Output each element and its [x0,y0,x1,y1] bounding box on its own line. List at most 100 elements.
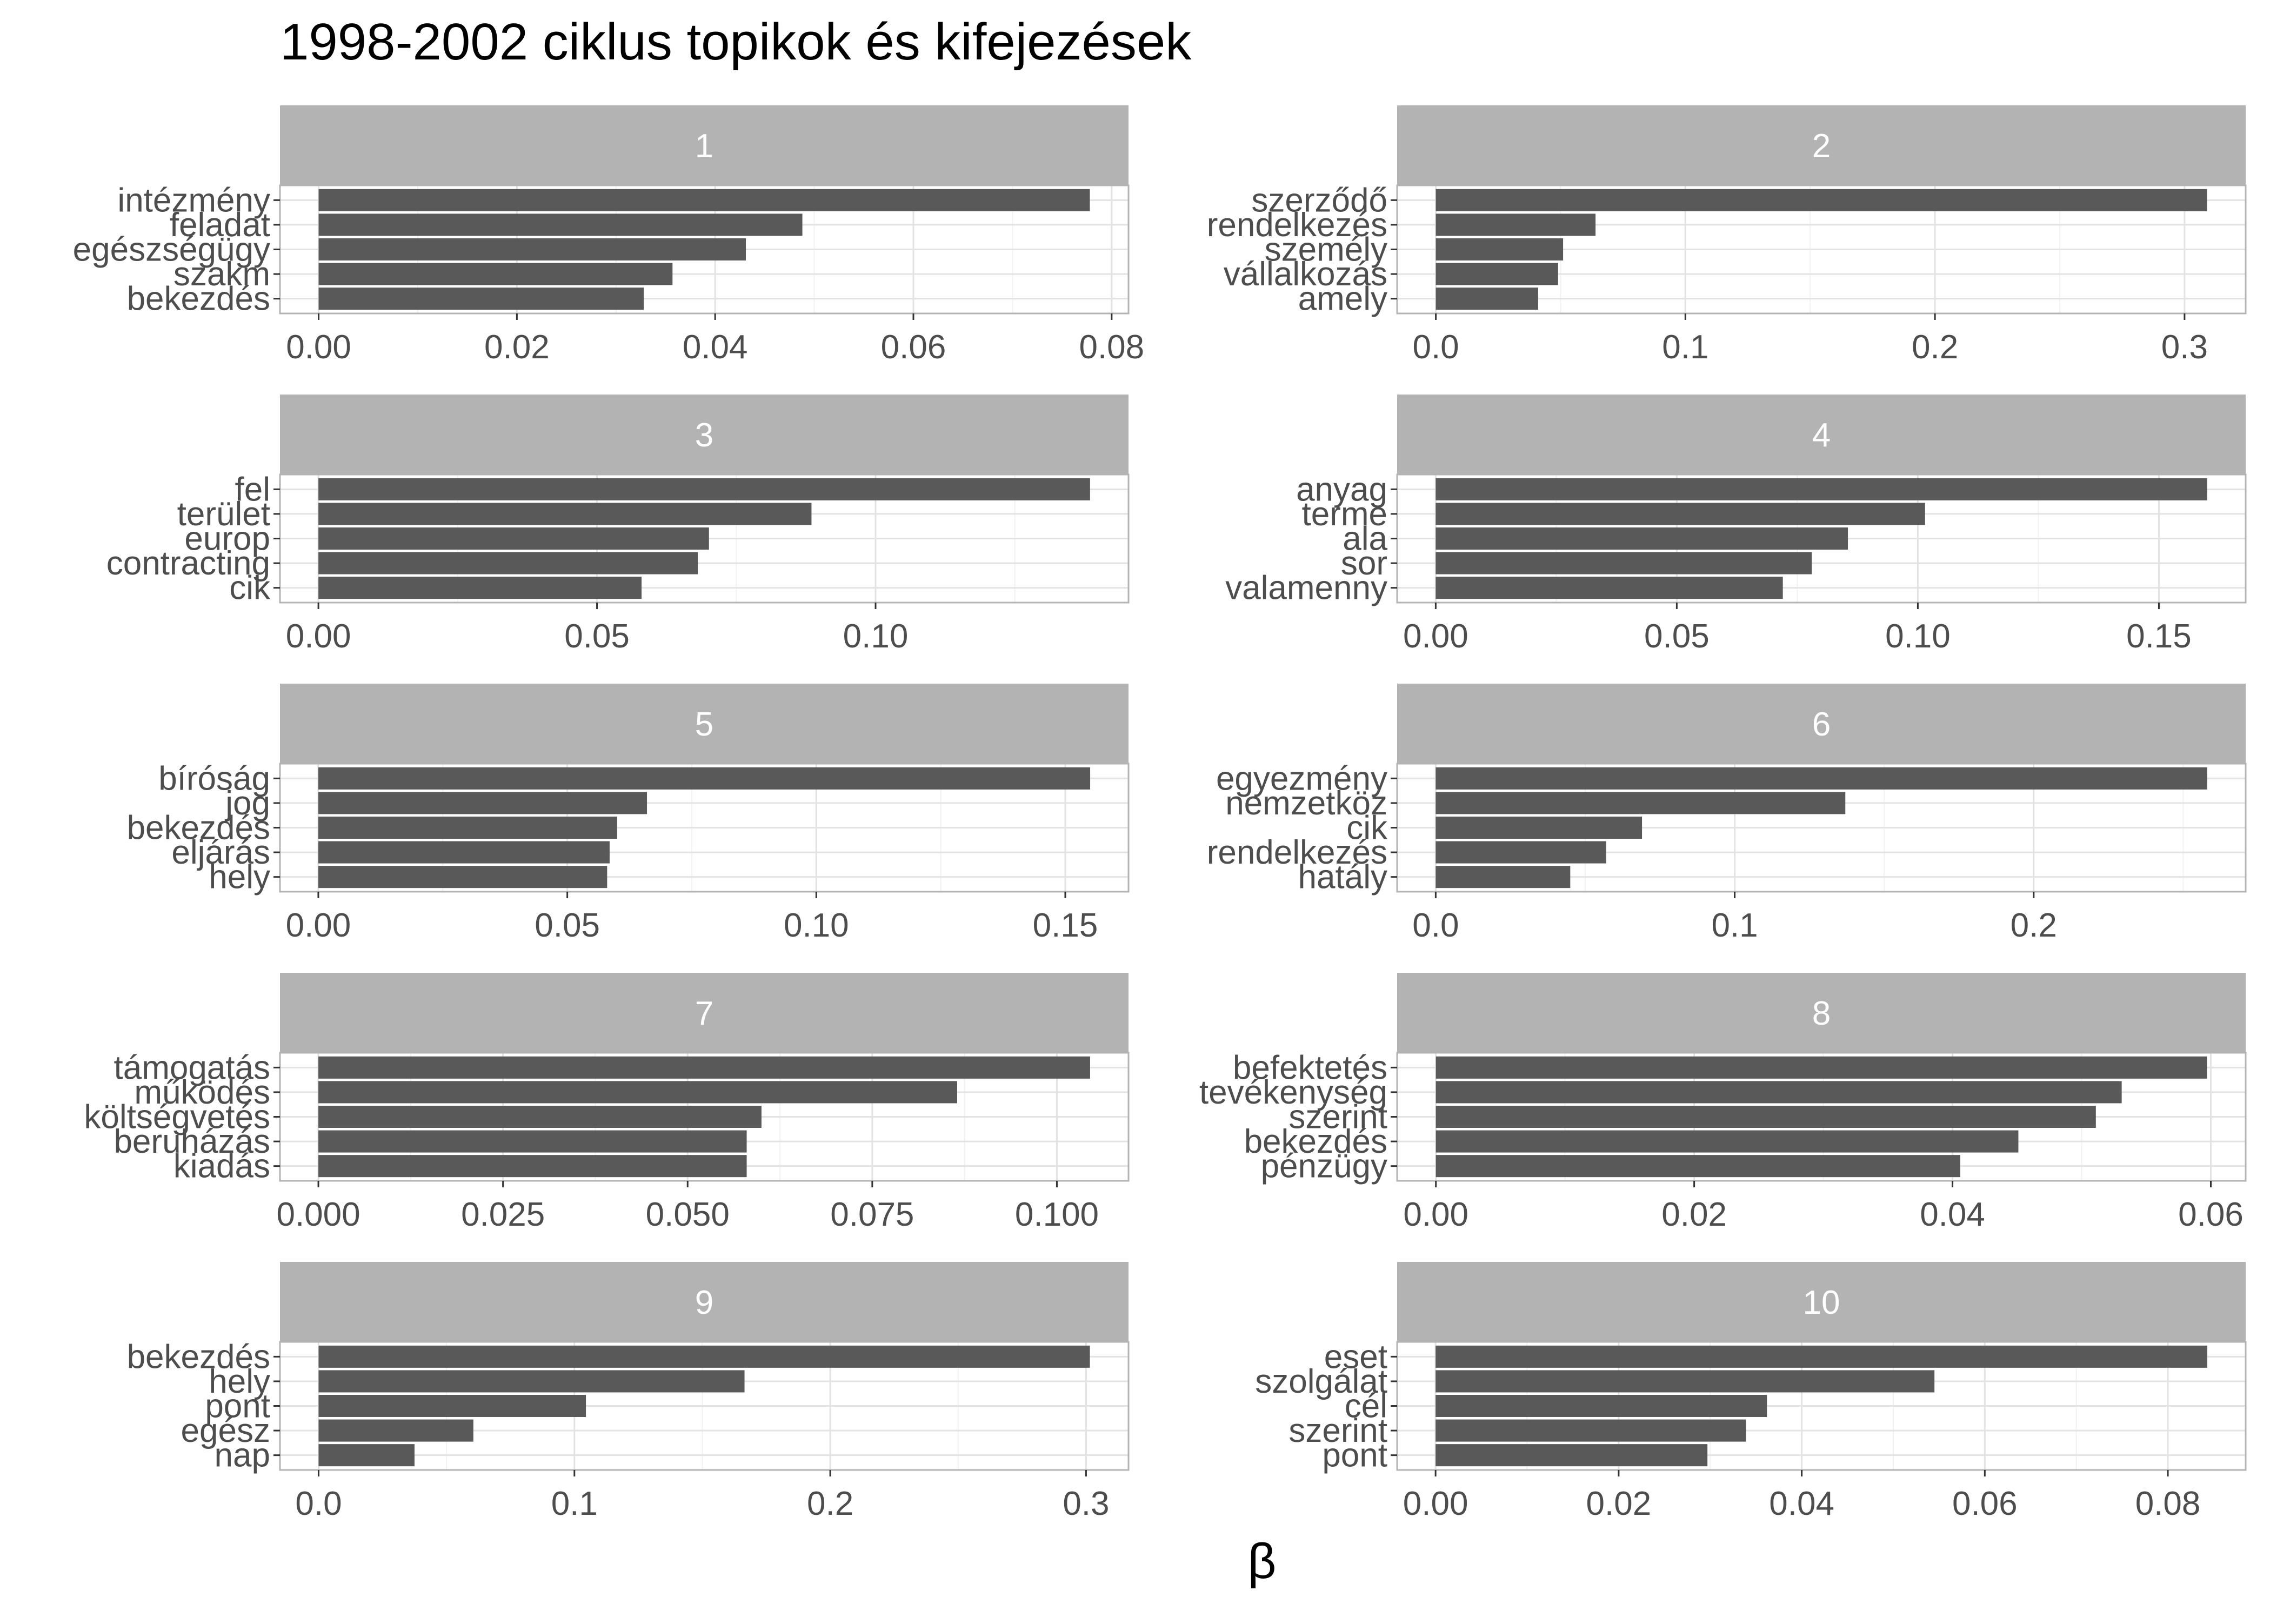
x-tick-label: 0.2 [2011,907,2057,944]
facet-strip [280,973,1129,1053]
chart-title: 1998-2002 ciklus topikok és kifejezések [280,13,1192,71]
x-tick-label: 0.075 [830,1196,914,1233]
x-tick-label: 0.000 [276,1196,360,1233]
category-label: valamenny [1225,570,1387,607]
bar-10-3 [1436,1394,1767,1418]
bar-7-1 [318,1056,1090,1079]
x-tick-label: 0.05 [564,618,630,655]
bar-8-2 [1436,1081,2122,1104]
facet-panels: 1intézményfeladategészségügyszakmbekezdé… [73,105,2247,1522]
bar-7-2 [318,1081,957,1104]
bar-9-5 [318,1444,415,1467]
x-tick-label: 0.08 [1079,329,1144,366]
x-tick-label: 0.05 [535,907,600,944]
facet-strip-label: 2 [1812,128,1831,165]
facet-panel-1: 1 intézményfeladategészségügyszakmbekezdé… [73,105,1144,366]
x-tick-label: 0.10 [784,907,849,944]
x-tick-label: 0.06 [2178,1196,2244,1233]
category-label: contracting [106,545,270,582]
x-tick-label: 0.0 [295,1485,342,1522]
category-label: beruházás [114,1123,270,1160]
bar-5-4 [318,841,610,864]
x-tick-label: 0.02 [1661,1196,1727,1233]
facet-strip [1397,973,2246,1053]
category-label: hatály [1298,859,1387,896]
bar-10-1 [1436,1345,2207,1368]
bar-4-5 [1436,577,1783,599]
bar-4-2 [1436,503,1925,525]
x-tick-label: 0.06 [1952,1485,2018,1522]
bar-2-3 [1436,238,1564,261]
x-tick-label: 0.00 [1403,1196,1468,1233]
category-label: cél [1345,1388,1387,1425]
category-label: vállalkozás [1224,256,1387,293]
facet-strip-label: 9 [695,1284,713,1321]
bar-2-2 [1436,213,1596,236]
facet-panel-2: 2 szerződőrendelkezésszemélyvállalkozásam… [1207,105,2247,366]
bar-8-5 [1436,1155,1960,1178]
category-label: egész [181,1412,270,1449]
x-tick-label: 0.025 [461,1196,545,1233]
facet-panel-7: 7 támogatásműködésköltségvetésberuházáski… [84,973,1130,1233]
x-tick-label: 0.3 [1063,1485,1109,1522]
category-label: költségvetés [84,1099,270,1136]
facet-strip [1397,105,2246,185]
category-label: szerint [1288,1099,1387,1136]
x-tick-label: 0.04 [683,329,748,366]
bar-2-1 [1436,189,2207,211]
x-tick-label: 0.00 [286,329,351,366]
category-label: szerint [1288,1412,1387,1449]
facet-strip [280,1262,1129,1342]
category-label: eset [1324,1338,1387,1375]
bar-6-2 [1436,792,1846,814]
category-label: bekezdés [127,280,270,318]
x-tick-label: 0.02 [1586,1485,1652,1522]
x-tick-label: 0.3 [2161,329,2208,366]
category-label: szolgálat [1255,1363,1387,1400]
category-label: intézmény [117,182,270,219]
category-label: ala [1343,520,1387,558]
category-label: pont [205,1388,270,1425]
x-tick-label: 0.02 [484,329,550,366]
bar-9-2 [318,1370,745,1393]
category-label: rendelkezés [1207,206,1387,244]
bar-5-3 [318,816,617,839]
category-label: europ [184,520,270,558]
facet-strip-label: 5 [695,706,713,743]
bar-4-4 [1436,552,1812,574]
facet-strip-label: 3 [695,417,713,454]
x-tick-label: 0.1 [1711,907,1758,944]
facet-strip-label: 6 [1812,706,1831,743]
x-tick-label: 0.100 [1015,1196,1099,1233]
bar-10-5 [1436,1444,1708,1467]
x-tick-label: 0.00 [286,618,351,655]
bar-5-2 [318,792,647,814]
facet-strip [1397,395,2246,474]
bar-8-4 [1436,1130,2019,1153]
category-label: cik [1346,810,1388,847]
category-label: nemzetköz [1225,785,1387,822]
facet-strip-label: 8 [1812,995,1831,1032]
x-tick-label: 0.15 [1033,907,1098,944]
x-axis-title: β [1248,1534,1277,1589]
category-label: feladat [170,206,270,244]
category-label: hely [209,1363,270,1400]
category-label: egyezmény [1216,760,1387,797]
facet-strip-label: 1 [695,128,713,165]
x-tick-label: 0.2 [807,1485,853,1522]
bar-2-4 [1436,263,1558,285]
category-label: kiadás [173,1148,270,1185]
category-label: terme [1302,496,1387,533]
category-label: bekezdés [127,1338,270,1375]
facet-strip [280,684,1129,764]
facet-strip-label: 7 [695,995,713,1032]
x-tick-label: 0.1 [1662,329,1708,366]
bar-10-4 [1436,1419,1746,1442]
bar-1-3 [318,238,746,261]
bar-9-1 [318,1345,1090,1368]
facet-strip-label: 4 [1812,417,1831,454]
x-tick-label: 0.0 [1412,907,1459,944]
